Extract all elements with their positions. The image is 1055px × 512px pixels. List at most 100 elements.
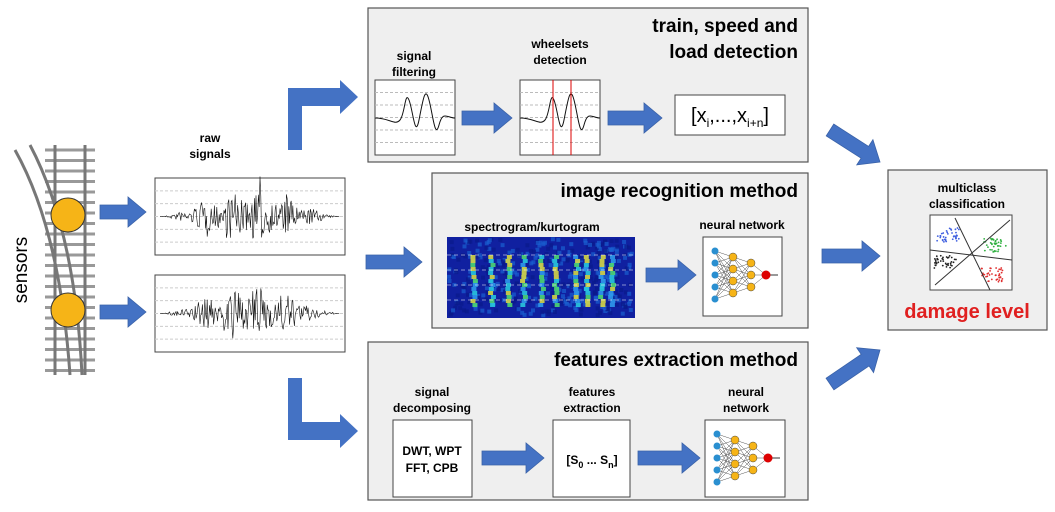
spectro-cell bbox=[565, 257, 570, 262]
step-label: neural bbox=[728, 385, 764, 399]
spectro-cell bbox=[627, 252, 632, 257]
spectro-cell bbox=[569, 284, 574, 289]
scatter-dot bbox=[986, 272, 989, 275]
subscript: i bbox=[707, 116, 710, 130]
spectro-cell bbox=[465, 292, 470, 297]
features-box bbox=[552, 419, 631, 498]
spectro-cell bbox=[480, 265, 485, 270]
step-label: network bbox=[723, 401, 769, 415]
spectro-energy bbox=[600, 255, 606, 259]
spectro-energy bbox=[539, 299, 545, 303]
spectro-energy bbox=[538, 291, 544, 295]
spectro-cell bbox=[478, 302, 483, 307]
spectro-cell bbox=[544, 251, 549, 256]
spectro-energy bbox=[521, 255, 527, 259]
spectro-cell bbox=[578, 312, 583, 317]
box-text: FFT, CPB bbox=[406, 461, 459, 475]
arrow bbox=[645, 259, 697, 291]
spectro-energy bbox=[488, 255, 494, 259]
spectro-energy bbox=[575, 259, 581, 263]
spectro-cell bbox=[510, 248, 515, 253]
scatter-dot bbox=[945, 229, 948, 232]
scatter-dot bbox=[941, 264, 944, 267]
spectro-cell bbox=[467, 300, 472, 305]
scatter-dot bbox=[940, 232, 943, 235]
spectro-cell bbox=[597, 247, 602, 252]
step-label: spectrogram/kurtogram bbox=[464, 220, 599, 234]
spectro-energy bbox=[585, 271, 591, 275]
spectro-cell bbox=[577, 288, 582, 293]
nn-node bbox=[748, 465, 758, 475]
spectro-cell bbox=[484, 297, 489, 302]
spectro-cell bbox=[614, 238, 619, 243]
spectro-cell bbox=[517, 252, 522, 257]
spectro-cell bbox=[537, 243, 542, 248]
spectro-cell bbox=[574, 308, 579, 313]
spectro-energy bbox=[490, 295, 496, 299]
text: ... S bbox=[583, 453, 608, 467]
spectro-energy bbox=[554, 255, 560, 259]
spectro-energy bbox=[573, 295, 579, 299]
spectro-cell bbox=[629, 251, 634, 256]
spectro-cell bbox=[627, 265, 632, 270]
spectro-cell bbox=[485, 268, 490, 273]
scatter-dot bbox=[935, 262, 938, 265]
spectro-cell bbox=[559, 299, 564, 304]
spectro-cell bbox=[493, 275, 498, 280]
nn-edge bbox=[716, 451, 736, 483]
nn-node bbox=[711, 259, 719, 267]
scatter-dot bbox=[999, 268, 1002, 271]
spectro-cell bbox=[614, 255, 619, 260]
spectro-cell bbox=[531, 308, 536, 313]
spectro-energy bbox=[521, 275, 527, 279]
spectro-cell bbox=[464, 309, 469, 314]
spectro-cell bbox=[590, 241, 595, 246]
scatter-dot bbox=[997, 248, 1000, 251]
spectro-energy bbox=[538, 263, 544, 267]
spectro-energy bbox=[522, 291, 528, 295]
scatter-dot bbox=[997, 274, 1000, 277]
scatter-dot bbox=[996, 238, 998, 241]
spectro-cell bbox=[447, 267, 452, 272]
scatter-dot bbox=[946, 232, 949, 235]
nn-node bbox=[728, 276, 738, 286]
scatter-dot bbox=[997, 270, 999, 273]
spectro-cell bbox=[492, 287, 497, 292]
box-text: DWT, WPT bbox=[402, 444, 462, 458]
spectro-cell bbox=[545, 268, 550, 273]
spectro-energy bbox=[610, 283, 616, 287]
spectro-cell bbox=[468, 254, 473, 259]
spectro-energy bbox=[573, 291, 579, 295]
spectro-energy bbox=[599, 263, 605, 267]
spectro-cell bbox=[595, 299, 600, 304]
nn-node bbox=[730, 471, 740, 481]
spectro-cell bbox=[552, 309, 557, 314]
spectro-energy bbox=[521, 299, 527, 303]
spectro-cell bbox=[587, 259, 592, 264]
step-label: neural network bbox=[699, 218, 785, 232]
spectro-energy bbox=[575, 267, 581, 271]
spectro-energy bbox=[552, 295, 558, 299]
scatter-dot bbox=[1000, 271, 1003, 274]
scatter-dot bbox=[950, 256, 953, 259]
spectro-cell bbox=[550, 237, 555, 242]
spectro-cell bbox=[570, 299, 575, 304]
spectro-energy bbox=[488, 279, 494, 283]
spectro-cell bbox=[567, 250, 572, 255]
nn-node bbox=[711, 247, 719, 255]
spectro-cell bbox=[627, 245, 632, 250]
waveform bbox=[159, 176, 340, 239]
nn-edge bbox=[714, 256, 734, 300]
scatter-dot bbox=[949, 266, 952, 269]
spectro-energy bbox=[539, 295, 545, 299]
spectro-energy bbox=[490, 303, 496, 307]
scatter-dot bbox=[949, 264, 952, 266]
spectro-cell bbox=[556, 259, 561, 264]
spectro-cell bbox=[540, 310, 545, 315]
spectro-cell bbox=[559, 301, 564, 306]
scatter-dot bbox=[994, 240, 997, 243]
spectro-cell bbox=[448, 312, 453, 317]
arrow bbox=[99, 296, 147, 328]
spectro-energy bbox=[472, 279, 478, 283]
spectro-energy bbox=[600, 279, 606, 283]
